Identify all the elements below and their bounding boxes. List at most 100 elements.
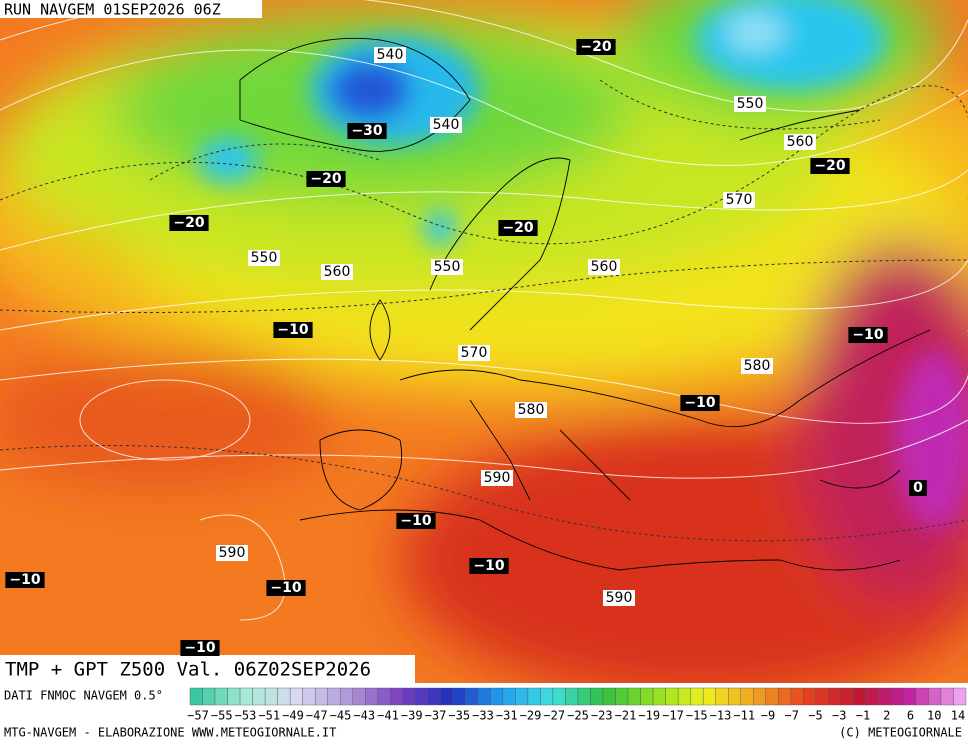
colorbar-swatch [702,687,716,706]
height-label: 560 [591,259,618,275]
colorbar-swatch [665,687,679,706]
height-label-bg [603,590,635,606]
height-label: 550 [434,259,461,275]
colorbar-swatch [339,687,353,706]
height-label-bg [734,96,766,112]
colorbar-swatch [540,687,554,706]
temperature-label: 0 [913,480,923,496]
temperature-label: −10 [684,395,715,411]
height-label-bg [741,358,773,374]
copyright-label: (C) METEOGIORNALE [839,726,962,740]
colorbar-label: −19 [638,709,660,723]
height-label-bg [723,192,755,208]
colorbar-swatch [465,687,479,706]
temperature-label: −20 [580,39,611,55]
temperature-label: −20 [310,171,341,187]
colorbar-label: −3 [832,709,846,723]
colorbar-swatch [577,687,591,706]
colorbar-swatch [602,687,616,706]
colorbar-swatch [377,687,391,706]
height-label-bg [458,345,490,361]
colorbar-swatch [640,687,654,706]
temperature-label: −20 [502,220,533,236]
colorbar-swatch [790,687,804,706]
run-label: RUN NAVGEM 01SEP2026 06Z [4,1,221,19]
temperature-label-bg [396,513,436,529]
colorbar-swatch [565,687,579,706]
colorbar-swatch [828,687,842,706]
colorbar-label: −27 [543,709,565,723]
colorbar-label: −47 [306,709,328,723]
colorbar-label: −33 [472,709,494,723]
height-label-bg [481,470,513,486]
colorbar-label: −5 [808,709,822,723]
colorbar-swatch [627,687,641,706]
temperature-label-bg [347,123,387,139]
temperature-label-bg [498,220,538,236]
colorbar-swatch [527,687,541,706]
product-label: TMP + GPT Z500 Val. 06Z02SEP2026 [5,659,371,681]
colorbar-swatch [264,687,278,706]
colorbar-swatch [677,687,691,706]
colorbar-swatch [753,687,766,706]
header-box [0,0,262,18]
colorbar-swatch [890,687,904,706]
colorbar-label: −31 [496,709,518,723]
temperature-label-bg [810,158,850,174]
colorbar-swatch [865,687,879,706]
colorbar: −57 −55 −53 −51 −49 −47 −45 −43 −41 −39 −37 −35 −33−… [187,687,967,723]
temperature-label: −10 [473,558,504,574]
colorbar-swatch [552,687,566,706]
colorbar-label: −41 [377,709,399,723]
temperature-label-bg [909,480,927,496]
temperature-label: −20 [173,215,204,231]
colorbar-swatch [690,687,704,706]
temperature-label: −10 [270,580,301,596]
field [0,0,968,683]
colorbar-label: −29 [520,709,542,723]
colorbar-label: 14 [951,709,965,723]
temperature-label-bg [5,572,45,588]
height-label: 590 [219,545,246,561]
colorbar-swatch [440,687,454,706]
height-label: 580 [518,402,545,418]
height-label: 570 [461,345,488,361]
colorbar-label: −13 [710,709,732,723]
colorbar-swatch [427,687,441,706]
colorbar-label: −1 [856,709,870,723]
height-label: 590 [484,470,511,486]
height-label: 550 [737,96,764,112]
temperature-label: −20 [814,158,845,174]
temperature-label: −10 [400,513,431,529]
height-label-bg [515,402,547,418]
colorbar-swatch [252,687,266,706]
colorbar-label: −25 [567,709,589,723]
temperature-label-bg [680,395,720,411]
height-label: 580 [744,358,771,374]
temperature-label-bg [306,171,346,187]
colorbar-swatch [727,687,741,706]
height-label-bg [321,264,353,280]
colorbar-swatch [765,687,779,706]
colorbar-label: −39 [401,709,423,723]
temperature-label: −10 [184,640,215,656]
height-label: 560 [787,134,814,150]
height-label-bg [430,117,462,133]
temperature-label-bg [273,322,313,338]
colorbar-label: 2 [883,709,890,723]
colorbar-label: −49 [282,709,304,723]
colorbar-swatch [615,687,629,706]
source-label: DATI FNMOC NAVGEM 0.5° [4,689,163,703]
temperature-label-bg [576,39,616,55]
colorbar-swatch [840,687,854,706]
colorbar-label: −51 [258,709,280,723]
colorbar-label: −15 [686,709,708,723]
colorbar-swatch [477,687,491,706]
height-label: 540 [433,117,460,133]
colorbar-label: 10 [927,709,941,723]
height-label: 550 [251,250,278,266]
colorbar-swatch [352,687,366,706]
colorbar-swatch [915,687,929,706]
